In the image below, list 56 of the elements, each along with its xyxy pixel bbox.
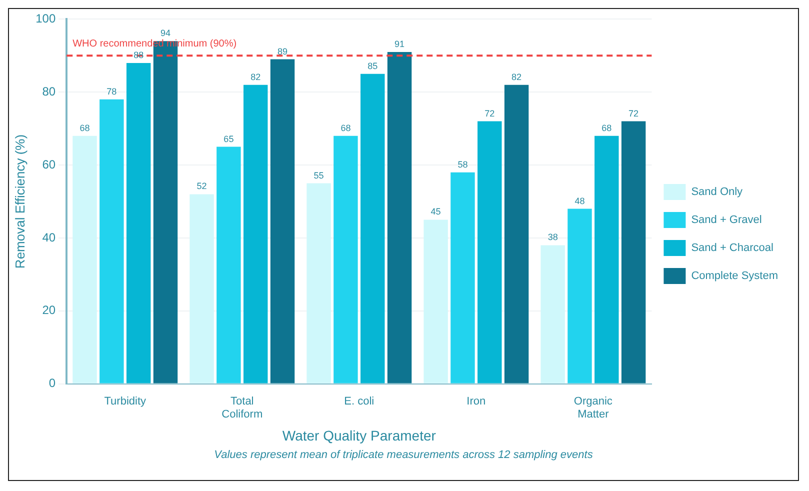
x-tick-label: E. coli: [344, 395, 374, 408]
y-tick-label: 40: [42, 230, 56, 244]
bar: [594, 136, 619, 384]
legend-label: Sand Only: [691, 186, 744, 198]
data-label: 38: [548, 232, 558, 242]
data-label: 68: [602, 122, 612, 133]
data-label: 48: [574, 196, 585, 206]
data-label: 58: [458, 159, 468, 170]
bar: [216, 146, 241, 384]
bar: [126, 62, 151, 384]
data-label: 82: [250, 72, 261, 82]
y-axis-title: Removal Efficiency (%): [12, 134, 28, 269]
x-tick-label: Turbidity: [104, 395, 147, 408]
data-label: 82: [512, 72, 522, 82]
bar: [100, 99, 124, 384]
bar: [568, 208, 592, 384]
data-label: 78: [106, 86, 117, 96]
bar: [621, 121, 646, 384]
legend-label: Complete System: [691, 270, 778, 282]
y-tick-label: 60: [42, 157, 56, 172]
data-label: 72: [628, 108, 639, 118]
data-label: 89: [278, 46, 288, 56]
bar: [190, 194, 214, 384]
y-tick-label: 80: [42, 84, 56, 98]
data-label: 85: [368, 60, 378, 71]
data-label: 45: [430, 206, 441, 217]
bar: [360, 74, 385, 384]
bar: [450, 172, 475, 384]
data-label: 91: [394, 39, 405, 49]
bar: [387, 52, 412, 384]
bar: [243, 84, 268, 384]
bar: [334, 136, 358, 384]
bar: [504, 84, 529, 384]
data-label: 72: [484, 108, 495, 118]
bar: [478, 121, 502, 384]
data-label: 55: [314, 170, 324, 180]
legend-label: Sand + Charcoal: [691, 242, 774, 254]
legend-label: Sand + Gravel: [691, 214, 762, 226]
y-tick-label: 20: [42, 303, 56, 318]
data-label: 52: [196, 181, 207, 192]
x-tick-label: Total Coliform: [222, 395, 263, 421]
y-tick-label: 100: [36, 12, 56, 26]
data-label: 68: [340, 122, 351, 133]
x-tick-label: Iron: [466, 395, 486, 408]
bar: [540, 245, 565, 384]
data-label: 68: [80, 122, 90, 133]
bar: [72, 136, 97, 384]
bar: [270, 59, 295, 384]
text: Values represent mean of triplicate measurements across 12 sampling events: [213, 449, 594, 461]
bar: [424, 220, 448, 384]
y-tick-label: 0: [48, 376, 56, 390]
data-label: 94: [160, 28, 171, 38]
bar: [306, 183, 331, 384]
x-axis-title: Water Quality Parameter: [282, 427, 436, 444]
data-label: 65: [224, 134, 234, 144]
x-tick-label: Organic Matter: [574, 395, 613, 421]
